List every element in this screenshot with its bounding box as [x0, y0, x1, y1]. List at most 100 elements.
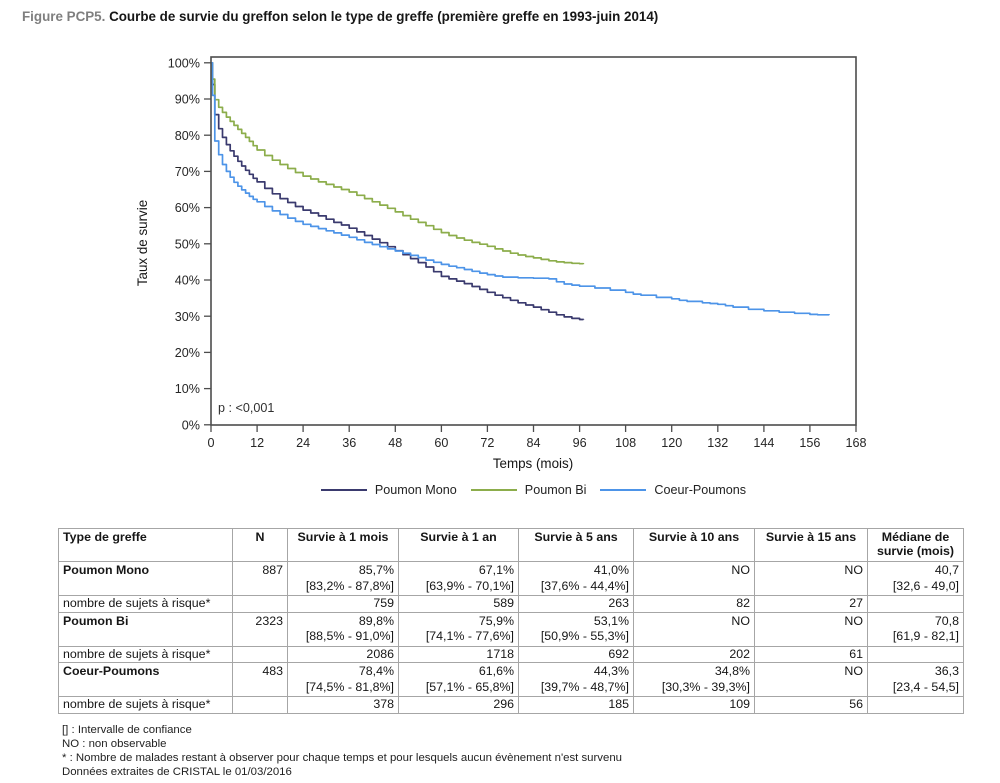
- legend-label: Coeur-Poumons: [654, 483, 747, 497]
- plot-frame: [210, 56, 857, 426]
- cell-value: 185: [518, 696, 634, 714]
- curve-poumon-bi: [211, 61, 585, 265]
- footnote-line: NO : non observable: [62, 737, 167, 750]
- y-axis-label: Taux de survie: [135, 200, 150, 286]
- y-axis-ticks: 0% 10% 20% 30% 40% 50% 60% 70% 80% 90% 100%: [168, 56, 211, 432]
- legend-line-swatch: [600, 489, 647, 491]
- legend-item: Poumon Bi: [470, 483, 587, 497]
- cell-value: 27: [754, 595, 868, 613]
- y-tick-label: 40%: [175, 274, 200, 288]
- x-tick-label: 24: [296, 436, 310, 450]
- x-tick-label: 156: [799, 436, 820, 450]
- footnotes: [] : Intervalle de confiance NO : non obs…: [62, 724, 622, 780]
- table-row: Coeur-Poumons 483 78,4% [74,5% - 81,8%] 61,6…: [58, 662, 964, 697]
- table-header-cell: Survie à 5 ans: [518, 528, 634, 562]
- cell-value: 44,3% [39,7% - 48,7%]: [518, 662, 634, 697]
- x-tick-label: 48: [388, 436, 402, 450]
- cell-value: 40,7 [32,6 - 49,0]: [867, 561, 964, 596]
- table-header-cell: Survie à 1 mois: [287, 528, 399, 562]
- table-header-cell: Survie à 1 an: [398, 528, 519, 562]
- table-row: nombre de sujets à risque* 378 296 185 109 56: [58, 696, 964, 714]
- cell-value: NO: [754, 611, 868, 647]
- cell-value: NO: [754, 561, 868, 596]
- cell-value: 41,0% [37,6% - 44,4%]: [518, 561, 634, 596]
- page-title: Figure PCP5. Courbe de survie du greffon…: [22, 9, 658, 24]
- row-label: nombre de sujets à risque*: [58, 595, 233, 613]
- cell-value: 296: [398, 696, 519, 714]
- y-tick-label: 90%: [175, 93, 200, 107]
- x-tick-label: 72: [480, 436, 494, 450]
- cell-value: [867, 696, 964, 714]
- table-row: nombre de sujets à risque* 759 589 263 82 27: [58, 595, 964, 613]
- cell-value: 34,8% [30,3% - 39,3%]: [633, 662, 755, 697]
- cell-value: 89,8% [88,5% - 91,0%]: [287, 611, 399, 647]
- x-tick-label: 0: [207, 436, 214, 450]
- table-header-cell: Type de greffe: [58, 528, 233, 562]
- curve-poumon-mono: [211, 61, 585, 321]
- cell-n: [232, 595, 288, 613]
- curves-group: [211, 61, 830, 321]
- table-row: Poumon Bi 2323 89,8% [88,5% - 91,0%] 75,9% [7…: [58, 611, 964, 647]
- footnote-line: * : Nombre de malades restant à observer…: [62, 751, 623, 764]
- table-row: nombre de sujets à risque* 2086 1718 692 202…: [58, 645, 964, 663]
- survival-table: Type de greffe N Survie à 1 mois Survie à 1…: [58, 528, 964, 714]
- x-tick-label: 84: [526, 436, 540, 450]
- cell-value: NO: [633, 611, 755, 647]
- cell-value: 263: [518, 595, 634, 613]
- cell-value: NO: [754, 662, 868, 697]
- x-tick-label: 12: [250, 436, 264, 450]
- cell-value: 759: [287, 595, 399, 613]
- cell-value: 82: [633, 595, 755, 613]
- cell-value: 70,8 [61,9 - 82,1]: [867, 611, 964, 647]
- figure-title-text: Courbe de survie du greffon selon le typ…: [109, 9, 659, 24]
- table-header-cell: Survie à 15 ans: [754, 528, 868, 562]
- cell-value: 202: [633, 645, 755, 663]
- y-tick-label: 60%: [175, 201, 200, 215]
- row-label: nombre de sujets à risque*: [58, 645, 233, 663]
- y-tick-label: 30%: [175, 310, 200, 324]
- legend-label: Poumon Mono: [374, 483, 457, 497]
- x-tick-label: 168: [845, 436, 866, 450]
- legend: Poumon Mono Poumon Bi Coeur-Poumons: [211, 483, 856, 497]
- cell-value: 67,1% [63,9% - 70,1%]: [398, 561, 519, 596]
- legend-item: Poumon Mono: [320, 483, 457, 497]
- y-tick-label: 100%: [168, 56, 200, 70]
- cell-value: 109: [633, 696, 755, 714]
- row-label: Coeur-Poumons: [58, 662, 233, 697]
- cell-value: 78,4% [74,5% - 81,8%]: [287, 662, 399, 697]
- x-tick-label: 108: [615, 436, 636, 450]
- cell-value: 53,1% [50,9% - 55,3%]: [518, 611, 634, 647]
- cell-value: 61,6% [57,1% - 65,8%]: [398, 662, 519, 697]
- cell-value: 589: [398, 595, 519, 613]
- footnote-line: [] : Intervalle de confiance: [62, 724, 192, 736]
- cell-value: 692: [518, 645, 634, 663]
- table-header-cell: Survie à 10 ans: [633, 528, 755, 562]
- cell-value: NO: [633, 561, 755, 596]
- cell-n: 483: [232, 662, 288, 697]
- footnote-line: Données extraites de CRISTAL le 01/03/20…: [62, 765, 292, 778]
- x-tick-label: 120: [661, 436, 682, 450]
- y-tick-label: 10%: [175, 382, 200, 396]
- legend-label: Poumon Bi: [524, 483, 587, 497]
- table-header-cell: Médiane de survie (mois): [867, 528, 964, 562]
- legend-line-swatch: [470, 489, 517, 491]
- row-label: Poumon Bi: [58, 611, 233, 647]
- cell-n: [232, 645, 288, 663]
- survival-chart: 0% 10% 20% 30% 40% 50% 60% 70% 80% 90% 100% 0 12 24 3…: [135, 56, 867, 471]
- p-value-annotation: p : <0,001: [218, 401, 274, 415]
- x-tick-label: 36: [342, 436, 356, 450]
- y-tick-label: 70%: [175, 165, 200, 179]
- cell-value: 61: [754, 645, 868, 663]
- cell-value: 56: [754, 696, 868, 714]
- table-body: Poumon Mono 887 85,7% [83,2% - 87,8%] 67,1%[…: [58, 561, 964, 714]
- cell-n: 887: [232, 561, 288, 596]
- x-axis-ticks: 0 12 24 36 48 60 72 84 96 108 120 132 144 156 168: [207, 425, 867, 450]
- figure-number: Figure PCP5.: [22, 9, 106, 24]
- y-tick-label: 50%: [175, 237, 200, 251]
- legend-item: Coeur-Poumons: [600, 483, 746, 497]
- y-tick-label: 0%: [182, 418, 200, 432]
- legend-line-swatch: [320, 489, 367, 491]
- cell-value: 1718: [398, 645, 519, 663]
- table-header-cell: N: [232, 528, 288, 562]
- cell-n: [232, 696, 288, 714]
